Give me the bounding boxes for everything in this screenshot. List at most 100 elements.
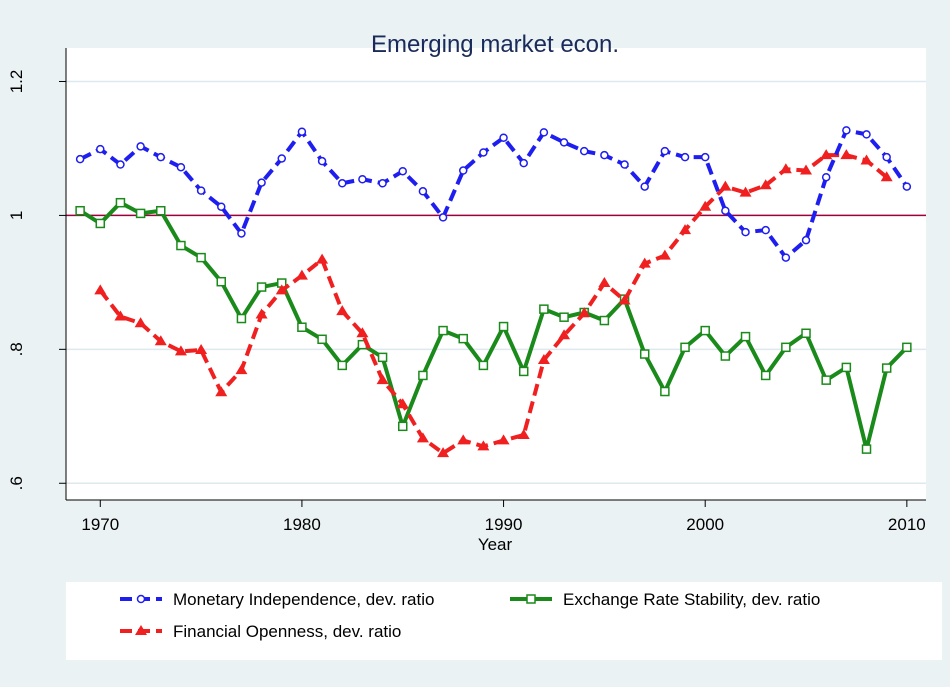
marker [378,179,387,188]
marker [438,325,448,336]
marker [176,240,186,251]
marker [135,208,146,219]
series-line [79,128,909,260]
marker [75,154,85,164]
marker [517,429,530,440]
marker [800,164,813,175]
marker [740,331,751,342]
x-axis-label: Year [478,535,513,554]
y-tick-label: .6 [7,476,26,490]
marker [154,335,167,346]
marker [416,432,429,443]
marker [739,186,752,197]
marker [336,305,349,316]
marker [95,218,106,229]
marker [96,144,105,154]
marker [377,352,388,363]
marker [457,434,470,445]
marker [821,375,831,385]
marker [638,257,651,268]
marker [337,179,347,188]
marker [719,180,732,191]
marker [458,166,468,175]
marker [396,398,409,409]
marker [337,360,347,371]
marker [639,349,650,359]
marker [275,284,288,295]
marker [579,146,589,156]
marker [821,172,831,182]
marker [741,227,750,237]
marker [114,310,127,321]
marker [196,186,206,195]
marker [235,364,248,375]
legend-label: Monetary Independence, dev. ratio [173,590,434,609]
marker [398,166,407,176]
marker [499,133,508,142]
legend-label: Exchange Rate Stability, dev. ratio [563,590,820,609]
marker [618,294,631,305]
x-tick-label: 1970 [81,515,119,534]
marker [559,138,569,147]
marker [842,126,851,135]
legend-items: Monetary Independence, dev. ratio Exchang… [120,590,820,641]
marker [860,154,873,165]
marker [478,360,489,371]
marker [115,197,126,208]
marker [658,249,671,260]
marker [598,277,611,288]
y-tick-label: 1 [7,211,26,220]
series-line [98,153,888,456]
x-tick-label: 1980 [283,515,321,534]
marker [902,342,912,353]
marker [519,158,528,168]
marker [297,322,307,332]
marker [679,224,692,235]
marker [558,329,571,340]
marker [317,334,327,345]
marker [862,130,871,139]
marker [217,202,226,211]
y-tick-label: 1.2 [7,70,26,94]
plot-area [66,48,926,500]
x-tick-label: 2010 [888,515,926,534]
marker [255,308,268,319]
marker [801,235,811,245]
marker [116,160,125,169]
marker [841,362,852,373]
marker [297,127,307,136]
marker [356,327,369,338]
marker [257,178,266,187]
marker [599,315,610,326]
marker [882,152,891,162]
marker [761,225,770,235]
marker [397,421,408,432]
marker [700,152,710,162]
marker [660,386,670,397]
marker [437,447,450,458]
marker [75,205,85,216]
marker [680,342,690,353]
marker [134,317,147,328]
marker [418,370,428,381]
marker [497,434,510,445]
marker [94,284,107,295]
marker [559,312,569,322]
marker [237,229,246,238]
marker [760,370,771,381]
marker [277,154,287,163]
marker [699,200,712,211]
marker [660,146,670,156]
marker [195,344,208,355]
legend-label: Financial Openness, dev. ratio [173,622,401,641]
marker [700,325,710,336]
marker [156,205,166,216]
x-tick-label: 1990 [485,515,523,534]
marker [640,182,649,191]
marker [779,163,792,174]
marker [720,351,731,361]
marker [881,363,892,373]
marker [539,128,549,137]
marker [216,276,227,287]
